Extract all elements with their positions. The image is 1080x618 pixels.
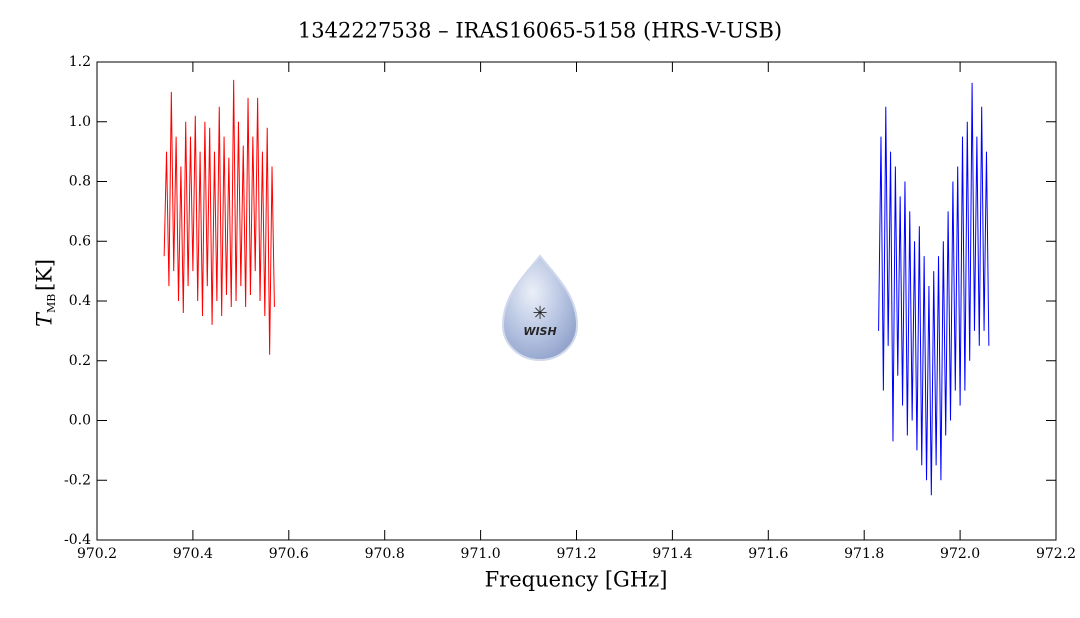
logo: ✳ WISH	[501, 254, 579, 362]
y-tick-label: 0.6	[69, 233, 91, 249]
x-tick-label: 970.4	[173, 546, 213, 562]
y-tick-label: 0.4	[69, 293, 91, 309]
x-tick-label: 970.2	[77, 546, 117, 562]
x-tick-label: 970.8	[365, 546, 405, 562]
plot-frame	[96, 61, 1057, 541]
x-tick-label: 971.6	[748, 546, 788, 562]
y-tick-label: 1.2	[69, 54, 91, 70]
x-tick-label: 972.0	[940, 546, 980, 562]
x-tick-label: 970.6	[269, 546, 309, 562]
y-tick-label: 0.2	[69, 353, 91, 369]
logo-text: WISH	[523, 325, 556, 338]
y-tick-label: -0.2	[64, 472, 91, 488]
x-tick-label: 971.2	[556, 546, 596, 562]
x-tick-label: 971.0	[461, 546, 501, 562]
y-tick-label: -0.4	[64, 532, 91, 548]
x-tick-label: 972.2	[1036, 546, 1076, 562]
y-label-subscript: MB	[45, 294, 58, 313]
x-tick-label: 971.8	[844, 546, 884, 562]
y-label-unit: [K]	[33, 259, 57, 291]
y-axis-label: T MB [K]	[33, 259, 59, 327]
logo-star: ✳	[532, 303, 547, 324]
x-axis-label: Frequency [GHz]	[485, 568, 668, 592]
spectrum-line	[878, 82, 990, 496]
y-label-symbol: T	[33, 311, 57, 327]
spectrum-line	[163, 79, 275, 355]
logo-drop	[501, 254, 579, 362]
y-tick-label: 0.0	[69, 413, 91, 429]
x-tick-label: 971.4	[652, 546, 692, 562]
y-tick-label: 0.8	[69, 174, 91, 190]
chart-title: 1342227538 – IRAS16065-5158 (HRS-V-USB)	[298, 19, 782, 43]
y-tick-label: 1.0	[69, 114, 91, 130]
